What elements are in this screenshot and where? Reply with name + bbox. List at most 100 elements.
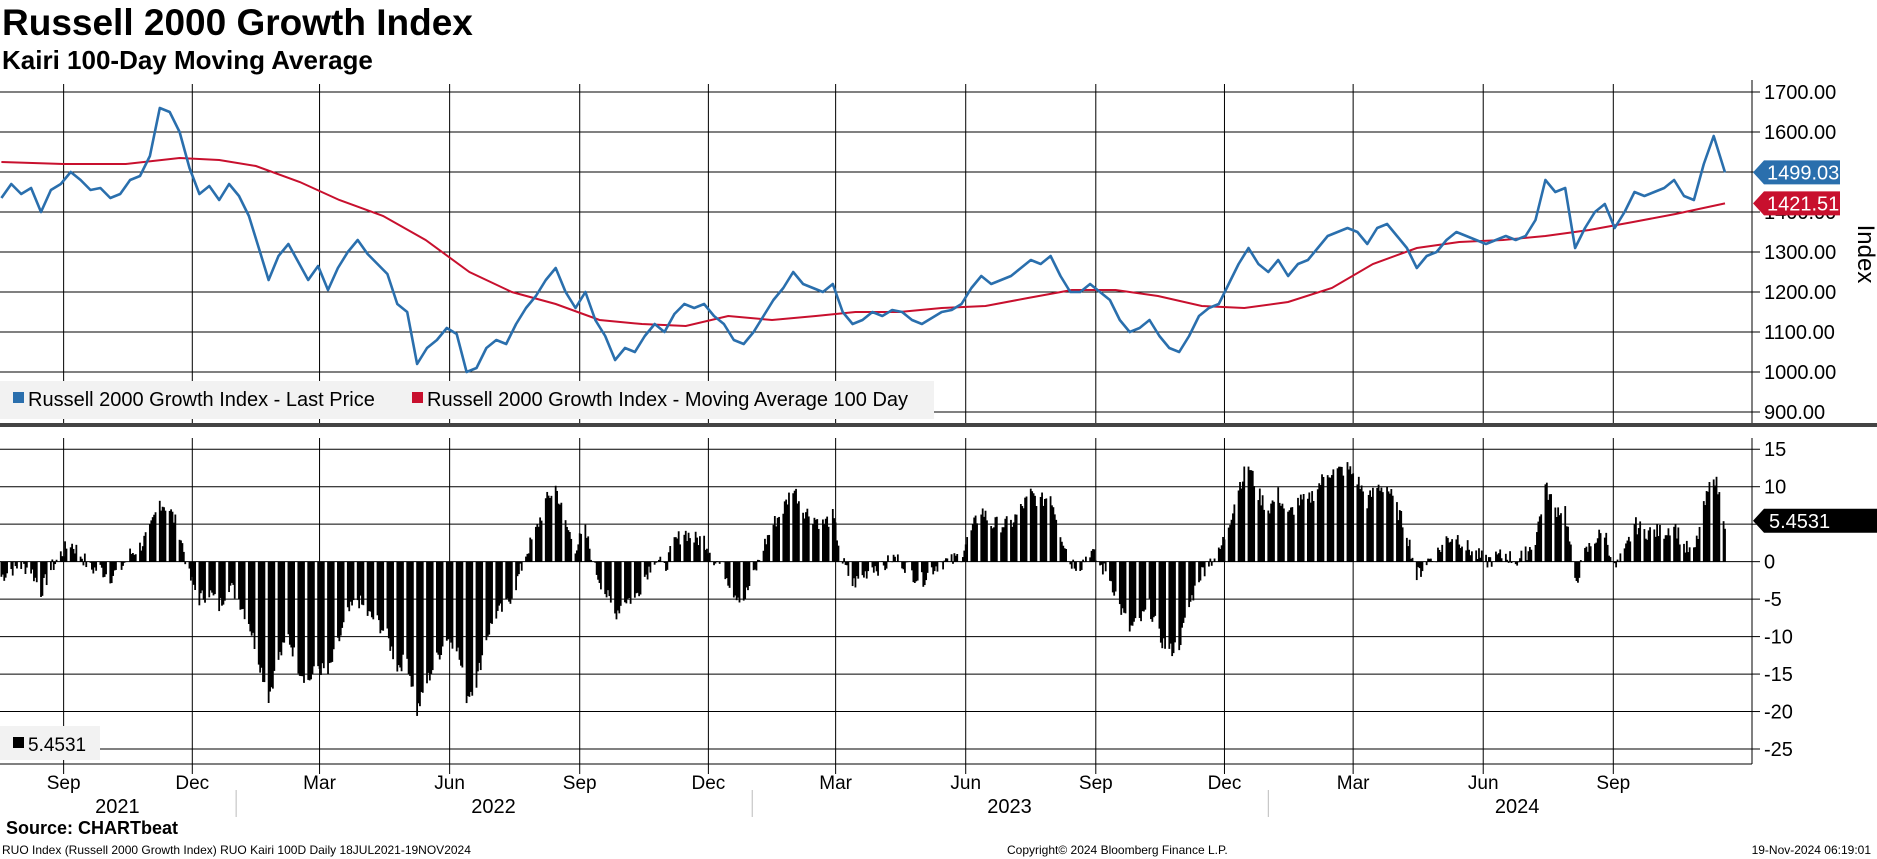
kairi-bar <box>1449 541 1452 562</box>
kairi-bar <box>884 561 887 571</box>
kairi-bar <box>1687 552 1690 562</box>
kairi-bar <box>764 538 766 562</box>
kairi-bar <box>14 561 17 567</box>
kairi-bar <box>257 561 260 665</box>
kairi-bar <box>4 561 7 578</box>
kairi-bar <box>1258 488 1261 562</box>
kairi-bar <box>1011 526 1014 562</box>
kairi-bar <box>942 561 944 570</box>
kairi-bar <box>421 561 424 693</box>
kairi-bar <box>1093 549 1096 562</box>
kairi-bar <box>1138 561 1141 618</box>
kairi-bar <box>1603 537 1606 562</box>
kairi-bar <box>416 561 419 716</box>
kairi-bar <box>1181 561 1183 628</box>
kairi-bar <box>1468 549 1470 562</box>
kairi-bar <box>450 561 452 643</box>
kairi-bar <box>361 561 363 605</box>
kairi-bar <box>113 561 116 571</box>
legend-label-kairi: 5.4531 <box>28 735 86 756</box>
kairi-bar <box>280 561 283 656</box>
kairi-bar <box>1536 532 1538 562</box>
kairi-bar <box>1635 517 1637 562</box>
kairi-bar <box>488 561 491 635</box>
kairi-bar <box>150 520 153 562</box>
kairi-bar <box>715 561 718 562</box>
kairi-bar <box>1534 544 1537 562</box>
kairi-bar <box>233 561 236 599</box>
kairi-bar <box>164 510 167 562</box>
kairi-bar <box>1471 551 1473 562</box>
kairi-bar <box>911 561 913 571</box>
kairi-bar <box>124 561 127 563</box>
kairi-bar <box>1311 491 1314 562</box>
kairi-bar <box>1134 561 1137 619</box>
kairi-bar <box>1010 519 1012 562</box>
kairi-bar <box>1062 545 1065 562</box>
kairi-bar <box>64 541 66 562</box>
kairi-bar <box>40 561 42 597</box>
chart-subtitle: Kairi 100-Day Moving Average <box>2 45 373 75</box>
kairi-bar <box>765 544 768 562</box>
kairi-bar <box>677 531 680 562</box>
kairi-bar <box>923 561 926 586</box>
kairi-bar <box>1558 515 1561 562</box>
kairi-bar <box>1232 513 1234 562</box>
kairi-bar <box>20 561 23 569</box>
kairi-bar <box>100 561 103 568</box>
kairi-bar <box>1182 561 1185 623</box>
kairi-bar <box>813 517 816 562</box>
kairi-bar <box>1654 536 1657 562</box>
kairi-bar <box>69 547 72 562</box>
kairi-bar <box>1574 561 1577 578</box>
kairi-bar <box>1229 525 1232 562</box>
kairi-bar <box>352 561 355 601</box>
kairi-bar <box>105 561 107 575</box>
kairi-bar <box>321 561 324 664</box>
footer-timestamp: 19-Nov-2024 06:19:01 <box>1751 843 1871 857</box>
kairi-bar <box>132 553 134 562</box>
kairi-bar <box>833 518 836 562</box>
kairi-bar <box>793 490 796 562</box>
kairi-bar <box>1329 477 1332 562</box>
kairi-bar <box>970 530 973 562</box>
kairi-bar <box>1417 561 1420 568</box>
kairi-bar <box>1326 475 1329 562</box>
kairi-bar <box>496 561 499 611</box>
kairi-bar <box>1109 561 1111 581</box>
kairi-bar <box>1495 551 1497 562</box>
kairi-bar <box>663 561 666 563</box>
kairi-bar <box>389 561 392 651</box>
kairi-bar <box>410 561 413 687</box>
kairi-bar <box>339 561 342 636</box>
kairi-bar <box>1615 561 1618 568</box>
kairi-bar <box>1085 556 1087 562</box>
kairi-bar <box>1171 561 1174 657</box>
kairi-bar <box>575 550 578 562</box>
kairi-bar <box>467 561 469 696</box>
kairi-bar <box>1608 555 1610 562</box>
kairi-bar <box>1466 540 1469 562</box>
kairi-bar <box>1526 560 1528 562</box>
price-lines <box>0 106 1727 374</box>
kairi-bar <box>1490 561 1493 567</box>
kairi-bar <box>823 524 826 562</box>
kairi-bar <box>1089 557 1092 562</box>
kairi-bar <box>1586 551 1589 562</box>
kairi-bar <box>844 561 847 565</box>
kairi-bar <box>1301 499 1304 562</box>
kairi-bar <box>230 561 233 583</box>
kairi-bar <box>1451 539 1454 562</box>
kairi-bar <box>607 561 609 591</box>
kairi-bar <box>1164 561 1166 649</box>
kairi-bar <box>544 498 547 562</box>
kairi-bar <box>182 551 185 562</box>
y-tick-label-top: 1100.00 <box>1764 322 1835 344</box>
kairi-bar <box>1594 543 1596 562</box>
kairi-bar <box>1287 511 1289 562</box>
kairi-bar <box>52 561 55 570</box>
kairi-bar <box>639 561 642 595</box>
kairi-bar <box>1695 535 1698 562</box>
kairi-bar <box>1200 561 1203 568</box>
